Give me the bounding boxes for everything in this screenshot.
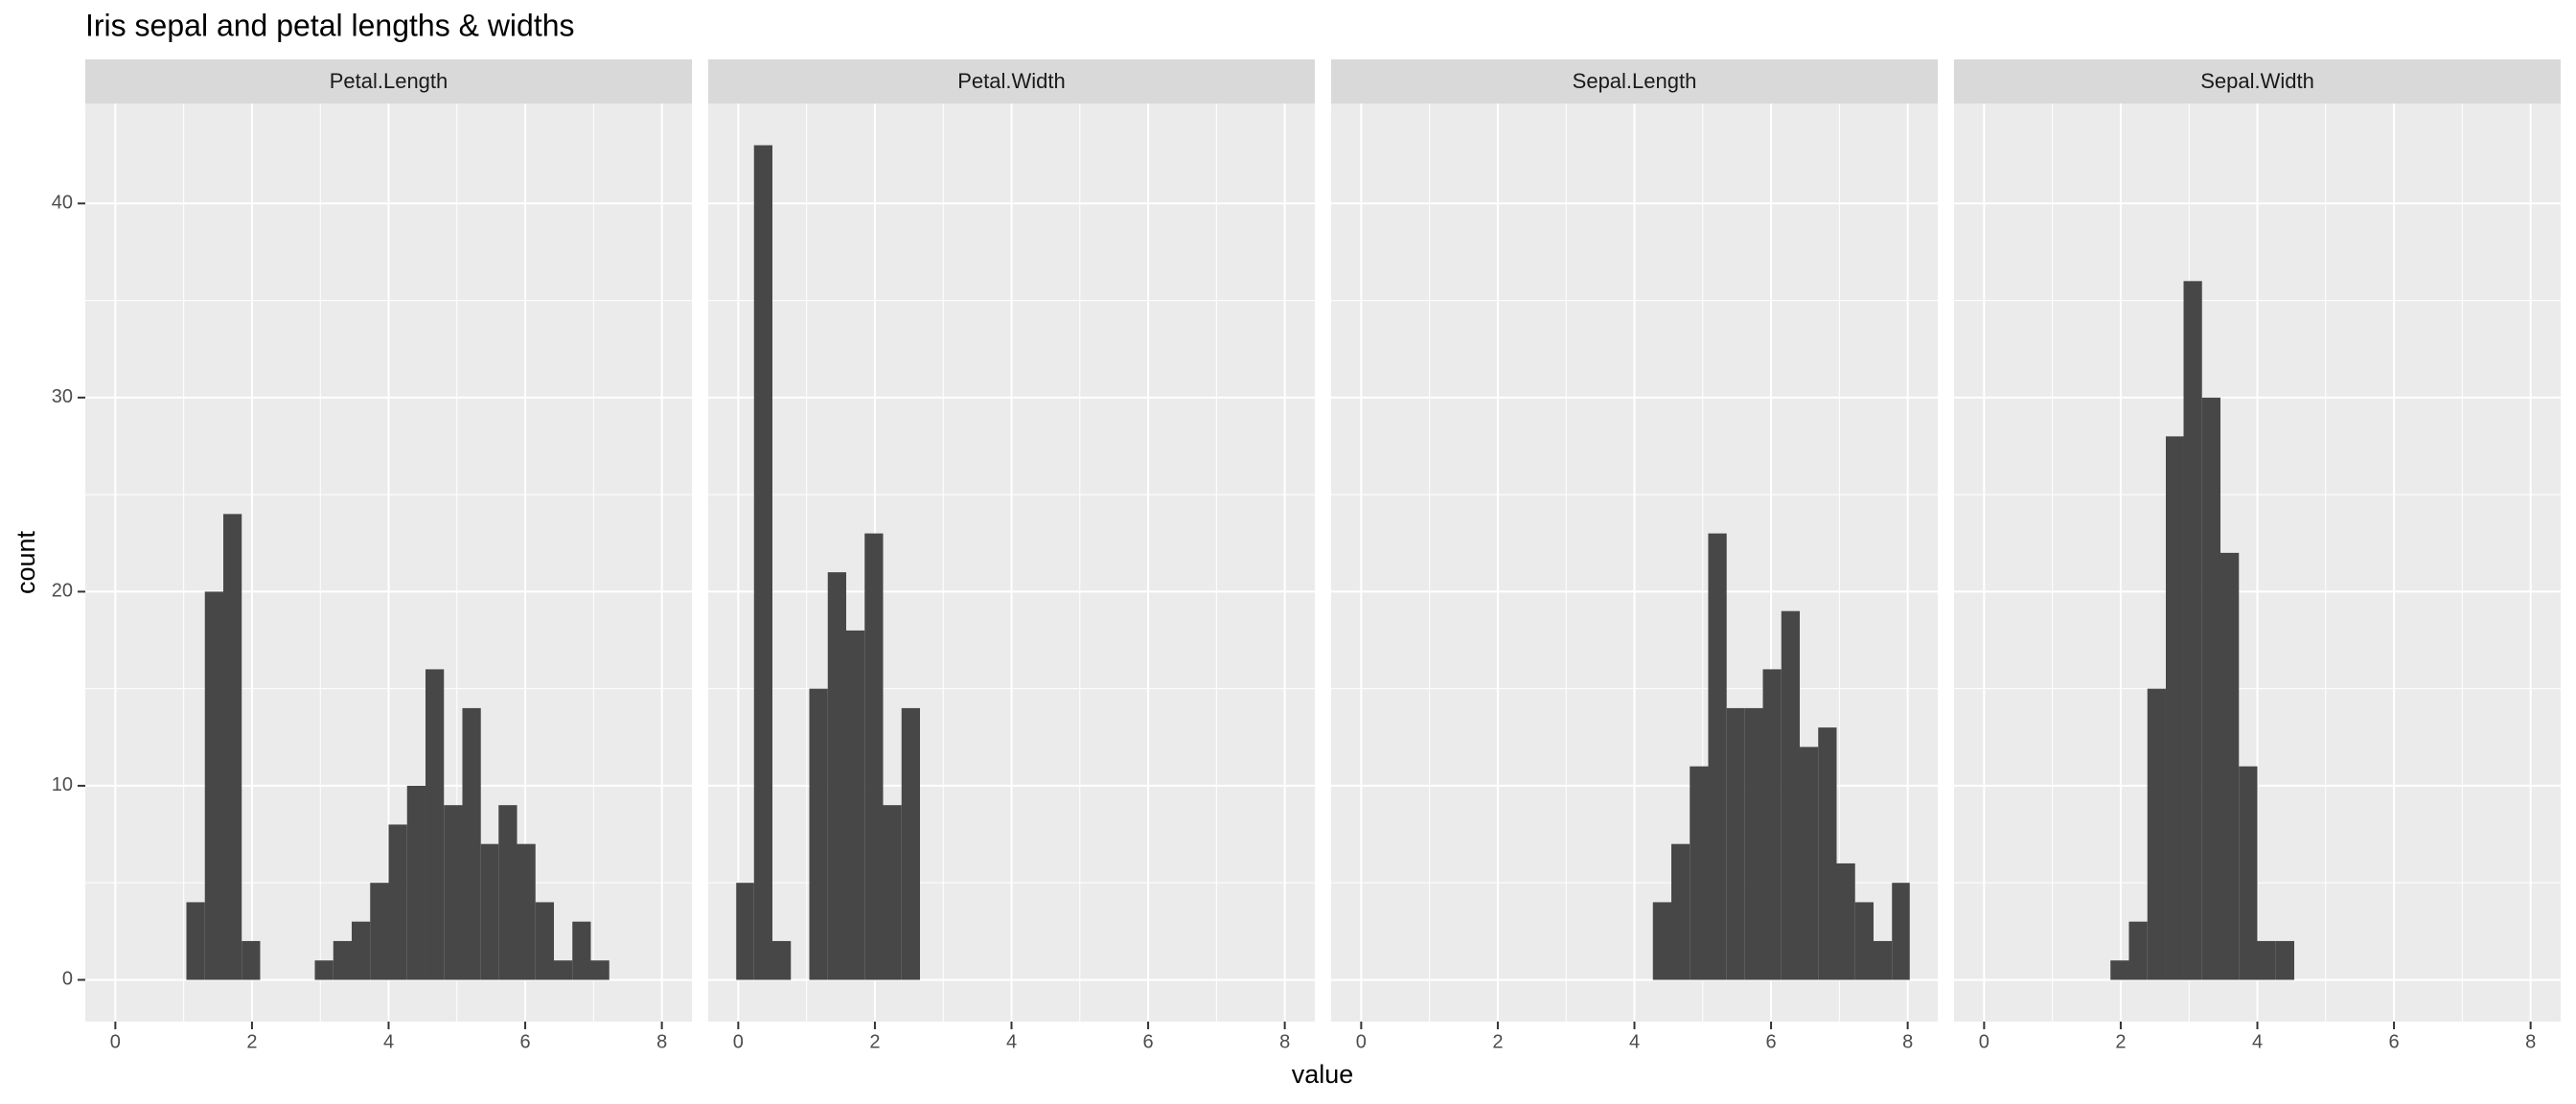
bar bbox=[444, 805, 463, 980]
chart-title: Iris sepal and petal lengths & widths bbox=[85, 8, 575, 42]
bar bbox=[1836, 862, 1855, 980]
x-tick-label: 8 bbox=[1902, 1031, 1913, 1052]
bar bbox=[2128, 921, 2148, 980]
bar bbox=[1873, 940, 1893, 980]
bar bbox=[1892, 883, 1910, 980]
bar bbox=[2275, 940, 2294, 980]
facet-title: Petal.Width bbox=[957, 69, 1066, 93]
bar bbox=[554, 960, 573, 980]
y-tick-label: 10 bbox=[52, 774, 73, 795]
bar bbox=[901, 707, 920, 980]
bar bbox=[1818, 727, 1837, 980]
bar bbox=[1652, 902, 1671, 980]
x-tick-label: 2 bbox=[246, 1031, 257, 1052]
bar bbox=[204, 591, 223, 980]
x-tick-label: 4 bbox=[383, 1031, 394, 1052]
facet-title: Sepal.Width bbox=[2200, 69, 2314, 93]
bar bbox=[462, 707, 481, 980]
x-tick-label: 4 bbox=[1629, 1031, 1640, 1052]
bar bbox=[2165, 436, 2184, 980]
y-axis-label: count bbox=[12, 530, 40, 594]
x-tick-label: 0 bbox=[1356, 1031, 1367, 1052]
x-axis-label: value bbox=[1292, 1060, 1354, 1089]
x-tick-label: 8 bbox=[1279, 1031, 1290, 1052]
bar bbox=[2257, 940, 2276, 980]
x-tick-label: 4 bbox=[2252, 1031, 2263, 1052]
bar bbox=[406, 785, 426, 980]
x-tick-label: 0 bbox=[733, 1031, 744, 1052]
x-tick-label: 0 bbox=[110, 1031, 121, 1052]
bar bbox=[572, 921, 591, 980]
bar bbox=[753, 145, 773, 980]
bar bbox=[845, 630, 865, 980]
bar bbox=[1800, 747, 1819, 980]
bar bbox=[352, 921, 371, 980]
bar bbox=[864, 533, 884, 980]
bar bbox=[498, 805, 518, 980]
facet-title: Petal.Length bbox=[330, 69, 448, 93]
bar bbox=[590, 960, 610, 980]
bar bbox=[1781, 610, 1801, 980]
bar bbox=[2201, 397, 2221, 980]
strip bbox=[708, 59, 1315, 104]
bar bbox=[883, 805, 902, 980]
x-tick-label: 6 bbox=[2389, 1031, 2400, 1052]
bar bbox=[370, 883, 389, 980]
x-tick-label: 2 bbox=[869, 1031, 880, 1052]
bar bbox=[242, 940, 261, 980]
bar bbox=[2183, 281, 2202, 980]
bar bbox=[1690, 766, 1709, 980]
bar bbox=[314, 960, 334, 980]
bar bbox=[333, 940, 353, 980]
x-tick-label: 6 bbox=[520, 1031, 531, 1052]
bar bbox=[1854, 902, 1874, 980]
bar bbox=[772, 940, 792, 980]
bar bbox=[1744, 707, 1763, 980]
bar bbox=[186, 902, 205, 980]
strip bbox=[1954, 59, 2561, 104]
y-tick-label: 0 bbox=[62, 969, 73, 990]
y-tick-label: 40 bbox=[52, 193, 73, 214]
strip bbox=[1331, 59, 1938, 104]
bar bbox=[388, 824, 407, 980]
bar bbox=[736, 883, 754, 980]
bar bbox=[535, 902, 555, 980]
bar bbox=[2110, 960, 2129, 980]
bar bbox=[1762, 669, 1782, 980]
bar bbox=[2220, 552, 2240, 980]
facet-title: Sepal.Length bbox=[1573, 69, 1697, 93]
x-tick-label: 8 bbox=[656, 1031, 667, 1052]
x-tick-label: 6 bbox=[1766, 1031, 1777, 1052]
bar bbox=[480, 843, 499, 980]
bar bbox=[222, 514, 242, 980]
bar bbox=[1670, 843, 1690, 980]
x-tick-label: 2 bbox=[1492, 1031, 1503, 1052]
x-tick-label: 4 bbox=[1006, 1031, 1017, 1052]
x-tick-label: 0 bbox=[1979, 1031, 1990, 1052]
bar bbox=[2239, 766, 2258, 980]
y-tick-label: 20 bbox=[52, 581, 73, 602]
strip bbox=[85, 59, 692, 104]
x-tick-label: 2 bbox=[2115, 1031, 2126, 1052]
x-tick-label: 6 bbox=[1143, 1031, 1154, 1052]
x-tick-label: 8 bbox=[2525, 1031, 2536, 1052]
bar bbox=[809, 688, 828, 980]
bar bbox=[1708, 533, 1727, 980]
y-tick-label: 30 bbox=[52, 386, 73, 407]
bar bbox=[1726, 707, 1745, 980]
bar bbox=[827, 572, 846, 980]
bar bbox=[425, 669, 445, 980]
bar bbox=[2147, 688, 2166, 980]
bar bbox=[517, 843, 536, 980]
